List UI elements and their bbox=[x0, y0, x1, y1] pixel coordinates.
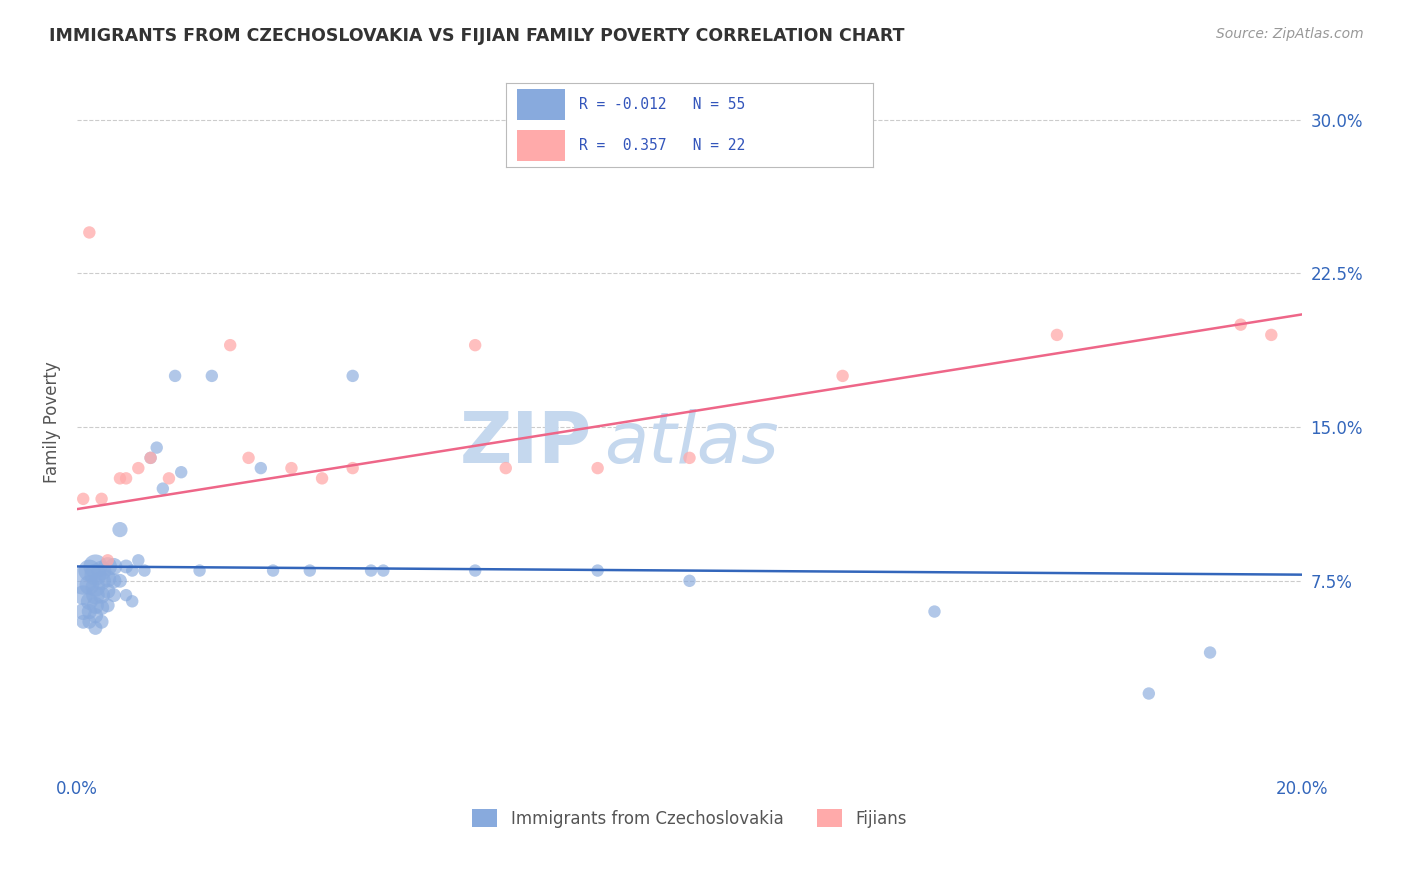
Point bbox=[108, 523, 131, 537]
Point bbox=[311, 471, 333, 485]
Point bbox=[165, 368, 187, 383]
Legend: Immigrants from Czechoslovakia, Fijians: Immigrants from Czechoslovakia, Fijians bbox=[465, 803, 914, 834]
Point bbox=[586, 564, 609, 578]
Point bbox=[79, 226, 101, 240]
Point bbox=[145, 441, 167, 455]
Point bbox=[115, 471, 138, 485]
Point bbox=[79, 578, 101, 592]
Point bbox=[924, 605, 946, 619]
Point bbox=[342, 461, 364, 475]
Point bbox=[238, 450, 260, 465]
Point bbox=[84, 621, 107, 635]
Point bbox=[84, 588, 107, 602]
Point bbox=[97, 572, 120, 586]
Point bbox=[495, 461, 517, 475]
Point bbox=[127, 553, 149, 567]
Point bbox=[97, 553, 120, 567]
Point bbox=[103, 588, 125, 602]
Point bbox=[219, 338, 242, 352]
Point bbox=[280, 461, 302, 475]
Point bbox=[1260, 327, 1282, 342]
Point bbox=[586, 461, 609, 475]
Point bbox=[108, 574, 131, 588]
Point bbox=[90, 564, 112, 578]
Point bbox=[250, 461, 273, 475]
Point bbox=[134, 564, 156, 578]
Point bbox=[678, 450, 700, 465]
Point bbox=[157, 471, 180, 485]
Point bbox=[108, 471, 131, 485]
Point bbox=[121, 594, 143, 608]
Text: Source: ZipAtlas.com: Source: ZipAtlas.com bbox=[1216, 27, 1364, 41]
Point bbox=[201, 368, 224, 383]
Point bbox=[90, 615, 112, 629]
Point bbox=[360, 564, 382, 578]
Y-axis label: Family Poverty: Family Poverty bbox=[44, 361, 60, 483]
Point bbox=[1046, 327, 1069, 342]
Point bbox=[84, 567, 107, 582]
Point bbox=[1229, 318, 1251, 332]
Point bbox=[79, 605, 101, 619]
Point bbox=[1137, 686, 1160, 700]
Point bbox=[90, 600, 112, 615]
Point bbox=[103, 574, 125, 588]
Point bbox=[139, 450, 162, 465]
Point bbox=[170, 465, 193, 479]
Point bbox=[298, 564, 321, 578]
Point bbox=[103, 559, 125, 574]
Text: IMMIGRANTS FROM CZECHOSLOVAKIA VS FIJIAN FAMILY POVERTY CORRELATION CHART: IMMIGRANTS FROM CZECHOSLOVAKIA VS FIJIAN… bbox=[49, 27, 904, 45]
Point bbox=[831, 368, 853, 383]
Point bbox=[72, 615, 94, 629]
Point bbox=[121, 564, 143, 578]
Point bbox=[72, 574, 94, 588]
Point bbox=[90, 574, 112, 588]
Point bbox=[84, 599, 107, 613]
Point bbox=[90, 491, 112, 506]
Point bbox=[127, 461, 149, 475]
Point bbox=[1199, 646, 1222, 660]
Point bbox=[115, 559, 138, 574]
Point bbox=[84, 559, 107, 574]
Point bbox=[79, 594, 101, 608]
Point bbox=[188, 564, 211, 578]
Point bbox=[72, 588, 94, 602]
Point bbox=[115, 588, 138, 602]
Point bbox=[72, 491, 94, 506]
Point bbox=[79, 564, 101, 578]
Point bbox=[373, 564, 395, 578]
Point bbox=[72, 605, 94, 619]
Point bbox=[139, 450, 162, 465]
Text: atlas: atlas bbox=[603, 409, 779, 478]
Point bbox=[152, 482, 174, 496]
Point bbox=[97, 559, 120, 574]
Point bbox=[464, 564, 486, 578]
Point bbox=[678, 574, 700, 588]
Point bbox=[342, 368, 364, 383]
Point bbox=[84, 580, 107, 594]
Point bbox=[84, 608, 107, 623]
Point bbox=[97, 584, 120, 599]
Point bbox=[97, 599, 120, 613]
Text: ZIP: ZIP bbox=[460, 409, 592, 478]
Point bbox=[79, 615, 101, 629]
Point bbox=[262, 564, 284, 578]
Point bbox=[90, 588, 112, 602]
Point bbox=[464, 338, 486, 352]
